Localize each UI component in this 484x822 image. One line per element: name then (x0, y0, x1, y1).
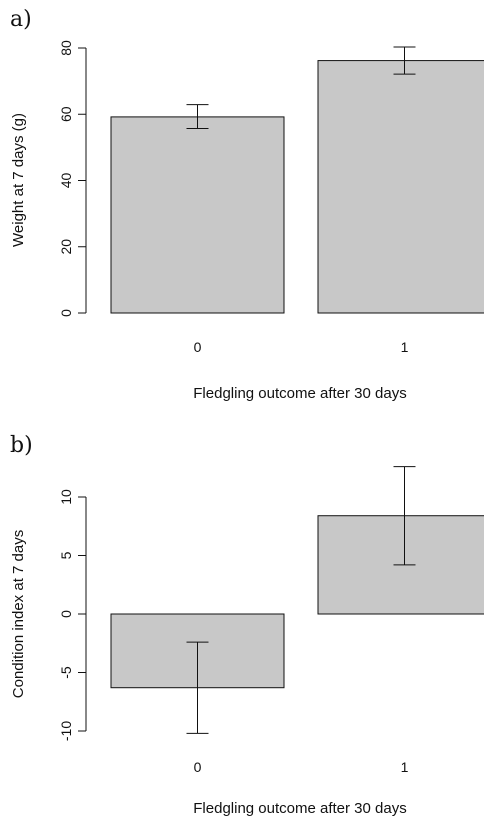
bar-category-0 (110, 116, 285, 314)
x-tick-label: 0 (194, 339, 202, 355)
panel-a-error-bars (186, 46, 416, 129)
y-tick-label: 80 (58, 40, 74, 56)
y-tick-label: -10 (58, 721, 74, 741)
panel-a-x-axis-title: Fledgling outcome after 30 days (193, 385, 406, 402)
panel-a-y-axis-title: Weight at 7 days (g) (10, 113, 27, 247)
panel-b-bars (110, 515, 484, 689)
x-tick-label: 1 (401, 339, 409, 355)
bar-category-1 (317, 60, 484, 314)
y-tick-label: 10 (58, 489, 74, 505)
panel-a-bars (110, 60, 484, 314)
panel-b-error-bars (186, 466, 416, 734)
y-tick-label: 5 (58, 551, 74, 559)
panel-b: b) Condition index at 7 days Fledgling o… (10, 433, 484, 817)
x-tick-label: 1 (401, 759, 409, 775)
y-tick-label: 0 (58, 309, 74, 317)
panel-a-y-ticks: 0 20 40 60 80 (58, 40, 86, 317)
y-tick-label: 0 (58, 610, 74, 618)
panel-a-label: a) (10, 7, 32, 32)
y-tick-label: 20 (58, 239, 74, 255)
y-tick-label: 40 (58, 173, 74, 189)
panel-b-y-axis-title: Condition index at 7 days (10, 530, 27, 698)
y-tick-label: -5 (58, 666, 74, 679)
panel-b-x-axis-title: Fledgling outcome after 30 days (193, 800, 406, 817)
y-tick-label: 60 (58, 106, 74, 122)
panel-b-y-ticks: -10 -5 0 5 10 (58, 489, 86, 741)
panel-a: a) Weight at 7 days (g) Fledgling outcom… (10, 7, 484, 402)
x-tick-label: 0 (194, 759, 202, 775)
panel-b-label: b) (10, 433, 33, 458)
